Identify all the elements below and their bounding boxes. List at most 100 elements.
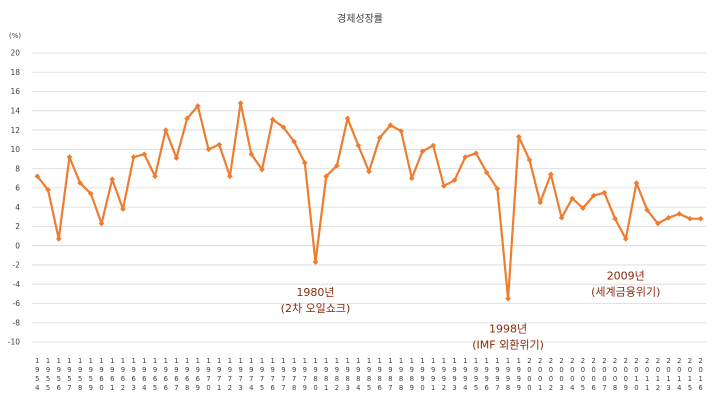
x-tick-digit: 7 xyxy=(228,375,232,383)
x-tick-digit: 1 xyxy=(78,357,82,365)
data-point xyxy=(483,169,490,176)
x-tick-digit: 3 xyxy=(345,384,349,392)
x-tick-digit: 1 xyxy=(345,357,349,365)
x-tick-digit: 2 xyxy=(698,357,702,365)
x-tick-digit: 9 xyxy=(89,384,93,392)
data-point xyxy=(655,220,661,227)
x-tick-digit: 9 xyxy=(345,366,349,374)
x-tick-digit: 4 xyxy=(35,384,39,392)
x-tick-digit: 5 xyxy=(89,375,93,383)
x-tick-digit: 1 xyxy=(131,357,135,365)
x-tick-digit: 9 xyxy=(474,375,478,383)
x-tick-digit: 2 xyxy=(335,384,339,392)
x-tick-digit: 1 xyxy=(645,375,649,383)
x-tick-digit: 9 xyxy=(506,375,510,383)
x-tick-digit: 9 xyxy=(495,375,499,383)
data-point xyxy=(644,207,650,213)
x-tick-digit: 1 xyxy=(292,357,296,365)
x-tick-digit: 0 xyxy=(624,375,628,383)
x-tick-digit: 0 xyxy=(688,366,692,374)
y-tick-label: 10 xyxy=(10,145,20,154)
x-tick-digit: 1 xyxy=(442,357,446,365)
x-tick-digit: 9 xyxy=(420,375,424,383)
y-axis-unit: (%) xyxy=(9,32,21,40)
x-tick-digit: 8 xyxy=(399,384,403,392)
x-tick-digit: 9 xyxy=(378,366,382,374)
data-point xyxy=(376,134,383,141)
x-tick-digit: 9 xyxy=(463,366,467,374)
x-tick-digit: 0 xyxy=(602,375,606,383)
x-tick-digit: 0 xyxy=(420,384,424,392)
x-tick-digit: 1 xyxy=(153,357,157,365)
x-tick-digit: 9 xyxy=(196,384,200,392)
y-axis-ticks: -10 -8 -6 -4 -2 0 2 4 6 8 10 12 14 16 18 20 xyxy=(8,49,20,347)
annotation-text: 1998년 xyxy=(489,323,527,336)
x-tick-digit: 8 xyxy=(292,384,296,392)
data-point xyxy=(291,138,297,145)
x-tick-digit: 9 xyxy=(517,375,521,383)
x-tick-digit: 0 xyxy=(99,384,103,392)
data-point xyxy=(130,154,137,160)
x-tick-digit: 0 xyxy=(602,366,606,374)
x-tick-digit: 1 xyxy=(185,357,189,365)
x-tick-digit: 1 xyxy=(656,375,660,383)
x-tick-digit: 6 xyxy=(174,375,178,383)
x-tick-digit: 1 xyxy=(452,357,456,365)
x-tick-digit: 3 xyxy=(666,384,670,392)
x-tick-digit: 2 xyxy=(121,384,125,392)
x-tick-digit: 2 xyxy=(688,357,692,365)
x-tick-digit: 9 xyxy=(335,366,339,374)
x-tick-digit: 4 xyxy=(249,384,253,392)
data-point xyxy=(601,189,608,196)
x-tick-digit: 2 xyxy=(538,357,542,365)
y-tick-label: -8 xyxy=(13,318,21,327)
x-tick-digit: 1 xyxy=(57,357,61,365)
x-tick-digit: 6 xyxy=(271,384,275,392)
x-tick-digit: 9 xyxy=(431,375,435,383)
data-point xyxy=(312,259,319,265)
x-tick-digit: 8 xyxy=(78,384,82,392)
x-tick-digit: 6 xyxy=(99,375,103,383)
x-tick-digit: 9 xyxy=(67,366,71,374)
x-tick-digit: 1 xyxy=(378,357,382,365)
x-tick-digit: 1 xyxy=(260,357,264,365)
x-tick-digit: 9 xyxy=(292,366,296,374)
x-tick-digit: 9 xyxy=(431,366,435,374)
x-tick-digit: 9 xyxy=(78,366,82,374)
x-tick-digit: 1 xyxy=(474,357,478,365)
x-tick-digit: 1 xyxy=(164,357,168,365)
data-point xyxy=(98,220,105,227)
x-tick-digit: 6 xyxy=(698,384,702,392)
x-tick-digit: 2 xyxy=(677,357,681,365)
data-point xyxy=(194,103,201,109)
x-tick-digit: 9 xyxy=(271,366,275,374)
x-tick-digit: 9 xyxy=(399,366,403,374)
x-tick-digit: 7 xyxy=(260,375,264,383)
data-point xyxy=(676,211,683,217)
x-tick-digit: 7 xyxy=(238,375,242,383)
y-tick-label: -2 xyxy=(13,261,21,270)
x-tick-label: 1998 xyxy=(506,357,510,392)
x-tick-digit: 2 xyxy=(581,357,585,365)
x-tick-digit: 9 xyxy=(410,384,414,392)
y-tick-label: -10 xyxy=(8,338,20,347)
data-point xyxy=(451,177,458,183)
data-point xyxy=(162,127,169,133)
x-tick-digit: 2 xyxy=(602,357,606,365)
x-tick-digit: 1 xyxy=(206,357,210,365)
